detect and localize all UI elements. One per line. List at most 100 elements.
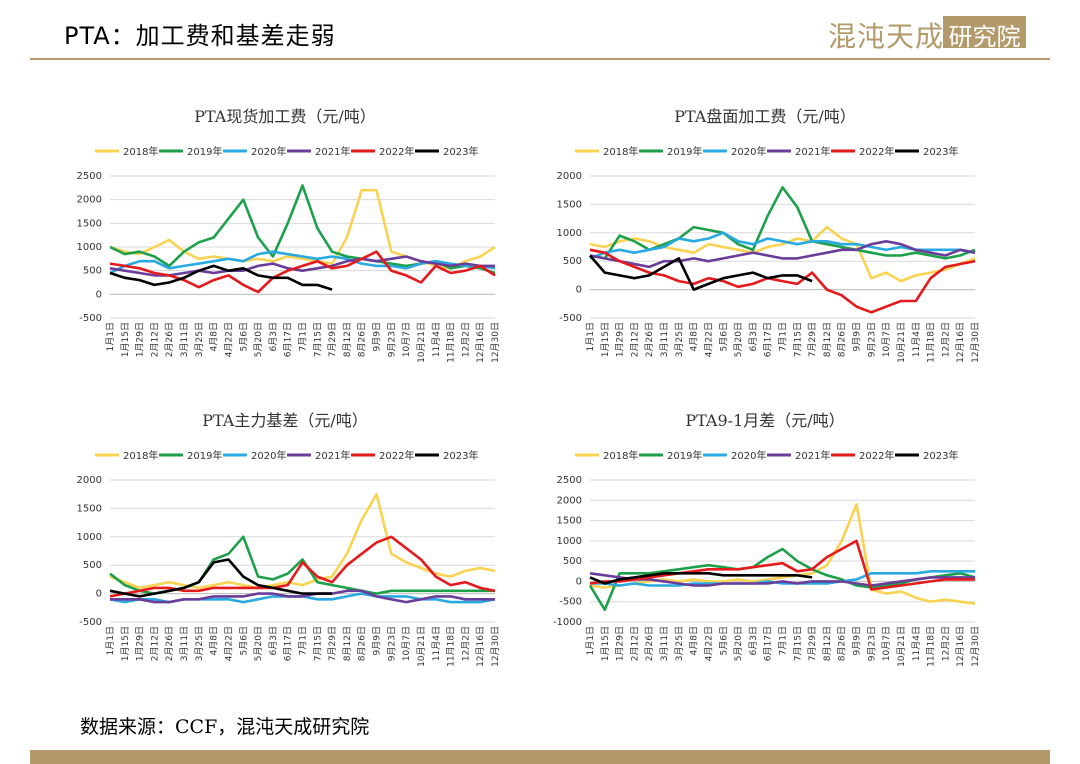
x-tick-label: 6月17日 [763, 626, 774, 661]
y-tick-label: 1500 [77, 218, 102, 229]
data-source-note: 数据来源：CCF，混沌天成研究院 [80, 716, 370, 738]
legend-label: 2022年 [859, 449, 894, 462]
x-tick-label: 3月11日 [659, 322, 670, 357]
x-tick-label: 2月12日 [149, 322, 160, 357]
legend-label: 2020年 [251, 145, 286, 158]
x-tick-label: 10月21日 [416, 322, 427, 363]
y-tick-label: -500 [79, 617, 102, 628]
legend-label: 2021年 [795, 449, 830, 462]
chart-title: PTA盘面加工费（元/吨） [674, 107, 856, 126]
x-tick-label: 1月1日 [585, 626, 596, 655]
x-tick-label: 3月25日 [674, 322, 685, 357]
y-tick-label: -500 [559, 313, 582, 324]
x-tick-label: 4月22日 [703, 322, 714, 357]
x-tick-label: 6月3日 [748, 626, 759, 655]
x-tick-label: 2月26日 [644, 322, 655, 357]
legend-entry: 2018年 [95, 145, 158, 158]
legend-label: 2019年 [187, 145, 222, 158]
legend-label: 2020年 [731, 145, 766, 158]
x-tick-label: 12月2日 [460, 626, 471, 661]
y-tick-label: 2000 [77, 475, 102, 486]
series-line-2022年 [589, 539, 975, 591]
series-line-2020年 [590, 570, 975, 587]
x-tick-label: 11月18日 [926, 322, 937, 363]
x-tick-label: 12月16日 [475, 626, 486, 667]
legend-label: 2018年 [123, 145, 158, 158]
x-tick-label: 2月26日 [644, 626, 655, 661]
x-tick-label: 1月1日 [105, 322, 116, 351]
x-tick-label: 9月9日 [372, 322, 383, 351]
x-tick-label: 5月20日 [253, 626, 264, 661]
x-tick-label: 4月22日 [703, 626, 714, 661]
chart-processing-fee-spot: PTA现货加工费（元/吨） 2018年 2019年 2020年 2021年 2022年 20… [60, 96, 510, 386]
series-line-2021年 [110, 589, 495, 604]
x-tick-label: 7月1日 [778, 626, 789, 655]
x-tick-label: 6月3日 [268, 322, 279, 351]
y-tick-label: 2500 [77, 171, 102, 182]
legend-label: 2021年 [315, 145, 350, 158]
x-tick-label: 10月7日 [881, 626, 892, 661]
x-tick-label: 4月8日 [209, 626, 220, 655]
x-tick-label: 5月20日 [733, 626, 744, 661]
x-tick-label: 10月21日 [896, 322, 907, 363]
legend-entry: 2023年 [415, 145, 478, 158]
series-line-2018年 [589, 503, 976, 605]
x-tick-label: 8月12日 [342, 322, 353, 357]
x-tick-label: 11月4日 [431, 322, 442, 357]
series-line-2020年 [589, 231, 976, 260]
x-tick-label: 7月15日 [312, 322, 323, 357]
y-tick-label: 1500 [77, 503, 102, 514]
x-tick-label: 6月3日 [748, 322, 759, 351]
x-tick-label: 7月15日 [312, 626, 323, 661]
x-tick-label: 6月17日 [283, 322, 294, 357]
series-line-2021年 [109, 255, 495, 277]
chart-svg: PTA主力基差（元/吨） 2018年 2019年 2020年 2021年 2022年 202… [77, 411, 501, 667]
x-tick-label: 5月6日 [238, 322, 249, 351]
x-tick-label: 12月2日 [940, 322, 951, 357]
legend-label: 2018年 [603, 145, 638, 158]
legend-label: 2023年 [923, 145, 958, 158]
series-line-2023年 [109, 264, 333, 291]
x-tick-label: 8月12日 [822, 322, 833, 357]
x-tick-label: 7月29日 [327, 626, 338, 661]
x-tick-label: 2月26日 [164, 626, 175, 661]
series-line-2021年 [589, 572, 975, 587]
x-tick-label: 1月1日 [105, 626, 116, 655]
legend-entry: 2018年 [575, 449, 638, 462]
legend-label: 2019年 [667, 449, 702, 462]
legend-entry: 2021年 [287, 449, 350, 462]
legend-entry: 2023年 [895, 449, 958, 462]
x-tick-label: 1月29日 [135, 322, 146, 357]
page-title: PTA：加工费和基差走弱 [64, 22, 336, 50]
logo: 混沌天成 研究院 [828, 13, 1028, 53]
legend-entry: 2023年 [415, 449, 478, 462]
x-tick-label: 3月25日 [194, 626, 205, 661]
chart-title: PTA9-1月差（元/吨） [685, 411, 844, 430]
x-tick-label: 3月11日 [659, 626, 670, 661]
x-tick-label: 3月25日 [674, 626, 685, 661]
series-line-2018年 [109, 188, 496, 270]
legend-label: 2018年 [603, 449, 638, 462]
chart-svg: PTA现货加工费（元/吨） 2018年 2019年 2020年 2021年 2022年 20… [77, 107, 501, 363]
legend-label: 2022年 [379, 449, 414, 462]
x-tick-label: 7月29日 [807, 626, 818, 661]
x-tick-label: 5月6日 [238, 626, 249, 655]
legend-label: 2023年 [443, 449, 478, 462]
series-line-2022年 [109, 250, 496, 294]
x-tick-label: 8月12日 [822, 626, 833, 661]
x-tick-label: 9月23日 [386, 626, 397, 661]
x-tick-label: 9月9日 [852, 322, 863, 351]
x-tick-label: 7月1日 [778, 322, 789, 351]
legend-entry: 2020年 [703, 145, 766, 158]
x-tick-label: 10月21日 [416, 626, 427, 667]
x-tick-label: 4月22日 [223, 322, 234, 357]
x-tick-label: 7月15日 [792, 626, 803, 661]
x-tick-label: 7月29日 [327, 322, 338, 357]
x-tick-label: 12月16日 [955, 322, 966, 363]
x-tick-label: 1月15日 [120, 626, 131, 661]
legend-entry: 2022年 [831, 449, 894, 462]
legend-label: 2018年 [123, 449, 158, 462]
x-tick-label: 11月4日 [431, 626, 442, 661]
legend-label: 2023年 [923, 449, 958, 462]
legend-entry: 2019年 [639, 145, 702, 158]
